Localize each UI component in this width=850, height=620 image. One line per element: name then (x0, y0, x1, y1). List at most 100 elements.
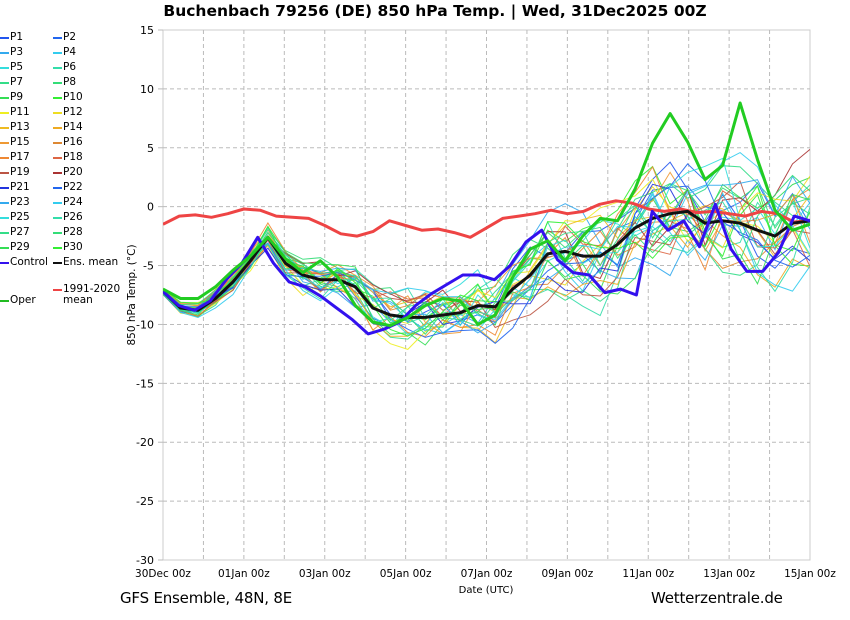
legend-label: P15 (10, 136, 30, 148)
y-tick-label: 5 (147, 142, 154, 155)
legend-swatch (53, 289, 62, 291)
legend-swatch (0, 299, 9, 302)
legend-label: P8 (63, 76, 77, 88)
y-tick-label: 15 (140, 24, 154, 37)
legend-swatch (0, 232, 9, 234)
legend-label: P25 (10, 211, 30, 223)
legend-item-1991-2020-mean: 1991-2020 mean (53, 284, 120, 306)
legend-label: P22 (63, 181, 83, 193)
legend-swatch (53, 172, 62, 174)
legend-label: P20 (63, 166, 83, 178)
y-axis-label: 850 hPa Temp. (°C) (126, 244, 138, 345)
legend-label: Oper (10, 293, 36, 306)
x-tick-label: 05Jan 00z (380, 568, 432, 580)
legend-swatch (53, 232, 62, 234)
y-tick-label: 10 (140, 83, 154, 96)
legend-item-control: Control (0, 257, 48, 268)
x-tick-label: 30Dec 00z (135, 568, 191, 580)
legend-swatch (53, 67, 62, 69)
y-tick-label: 0 (147, 201, 154, 214)
legend-label: P23 (10, 196, 30, 208)
legend-item-p3: P3 (0, 47, 23, 58)
legend-item-p1: P1 (0, 32, 23, 43)
legend-label: P17 (10, 151, 30, 163)
legend-item-p21: P21 (0, 182, 30, 193)
legend-swatch (0, 172, 9, 174)
legend-item-oper: Oper (0, 293, 36, 306)
legend-swatch (53, 142, 62, 144)
legend-label: P30 (63, 241, 83, 253)
chart-title: Buchenbach 79256 (DE) 850 hPa Temp. | We… (163, 2, 707, 20)
legend-item-p23: P23 (0, 197, 30, 208)
legend-label: P1 (10, 31, 24, 43)
legend-swatch (0, 67, 9, 69)
legend-swatch (0, 187, 9, 189)
legend-label: P12 (63, 106, 83, 118)
legend-label: P16 (63, 136, 83, 148)
legend-swatch (53, 247, 62, 249)
legend-item-p30: P30 (53, 242, 83, 253)
legend-swatch (0, 262, 9, 264)
legend-item-p29: P29 (0, 242, 30, 253)
legend-swatch (0, 127, 9, 129)
legend-label: P27 (10, 226, 30, 238)
legend-label: P26 (63, 211, 83, 223)
legend-swatch (0, 142, 9, 144)
legend-swatch (0, 217, 9, 219)
legend-label: P14 (63, 121, 83, 133)
legend-item-p13: P13 (0, 122, 30, 133)
legend-swatch (53, 127, 62, 129)
y-tick-label: -30 (136, 554, 154, 567)
legend-label: P4 (63, 46, 77, 58)
legend-label: P6 (63, 61, 77, 73)
legend-item-p9: P9 (0, 92, 23, 103)
legend-label: P10 (63, 91, 83, 103)
x-tick-label: 07Jan 00z (461, 568, 513, 580)
legend-item-p27: P27 (0, 227, 30, 238)
legend-item-p6: P6 (53, 62, 76, 73)
legend-item-p19: P19 (0, 167, 30, 178)
member-line-p29 (163, 187, 810, 321)
legend-swatch (53, 37, 62, 39)
legend-label: P29 (10, 241, 30, 253)
legend-label: P2 (63, 31, 77, 43)
legend-label: P28 (63, 226, 83, 238)
legend-swatch (53, 217, 62, 219)
legend-item-p5: P5 (0, 62, 23, 73)
series-line-1991-2020-mean (163, 199, 810, 239)
legend-swatch (53, 112, 62, 114)
model-info: GFS Ensemble, 48N, 8E (120, 589, 293, 607)
legend-swatch (0, 112, 9, 114)
y-tick-label: -15 (136, 377, 154, 390)
member-line-p13 (163, 194, 810, 344)
legend-label: P24 (63, 196, 83, 208)
legend-label: P13 (10, 121, 30, 133)
legend-label: Control (10, 256, 48, 268)
x-tick-label: 03Jan 00z (299, 568, 351, 580)
legend-label: P11 (10, 106, 30, 118)
legend-item-p25: P25 (0, 212, 30, 223)
legend-item-p7: P7 (0, 77, 23, 88)
legend-item-p14: P14 (53, 122, 83, 133)
legend-item-p11: P11 (0, 107, 30, 118)
legend-swatch (53, 187, 62, 189)
series-line-control (163, 202, 810, 336)
legend-label: P9 (10, 91, 24, 103)
legend-item-p15: P15 (0, 137, 30, 148)
legend-item-p4: P4 (53, 47, 76, 58)
legend-label: P3 (10, 46, 24, 58)
legend-label: P5 (10, 61, 24, 73)
y-tick-label: -5 (143, 260, 154, 273)
legend-swatch (0, 247, 9, 249)
legend-item-p18: P18 (53, 152, 83, 163)
legend-swatch (0, 97, 9, 99)
legend-swatch (53, 82, 62, 84)
legend-label: P7 (10, 76, 24, 88)
legend-swatch (0, 37, 9, 39)
legend-swatch (0, 82, 9, 84)
member-line-p17 (163, 165, 810, 338)
legend-item-p20: P20 (53, 167, 83, 178)
legend-item-p16: P16 (53, 137, 83, 148)
legend-swatch (53, 262, 62, 264)
